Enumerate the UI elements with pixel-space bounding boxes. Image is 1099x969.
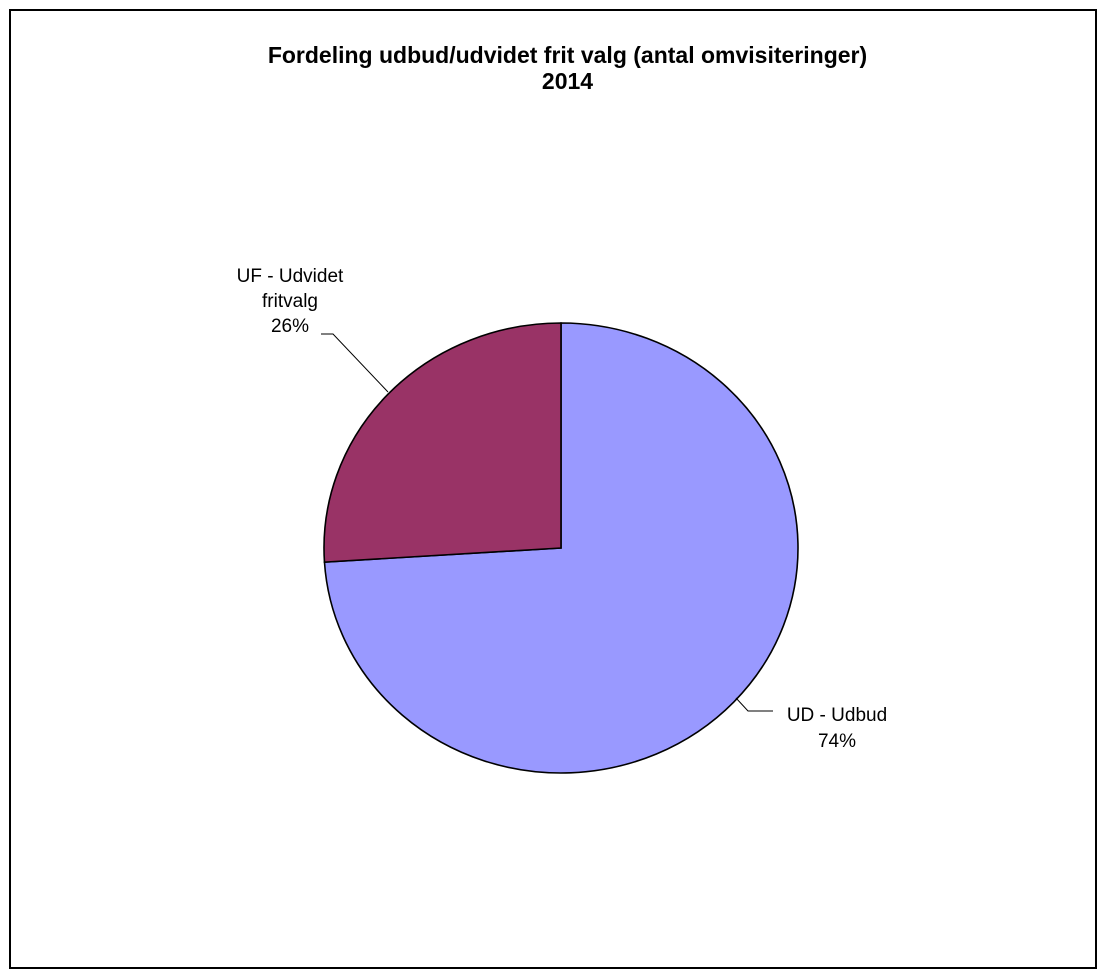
slice-percent-uf: 26% — [271, 316, 309, 337]
slice-percent-ud: 74% — [818, 731, 856, 752]
slice-label-uf-line-2: fritvalg — [262, 291, 318, 312]
pie-slice-uf — [323, 322, 562, 563]
leader-line-uf — [321, 333, 389, 393]
slice-label-ud: UD - Udbud — [787, 705, 887, 726]
chart-title: Fordeling udbud/udvidet frit valg (antal… — [0, 42, 1099, 94]
leader-line-ud — [735, 697, 773, 712]
chart-title-line-1: Fordeling udbud/udvidet frit valg (antal… — [267, 42, 868, 68]
slice-label-uf: UF - Udvidet — [237, 266, 344, 287]
chart-title-line-2: 2014 — [541, 68, 594, 94]
